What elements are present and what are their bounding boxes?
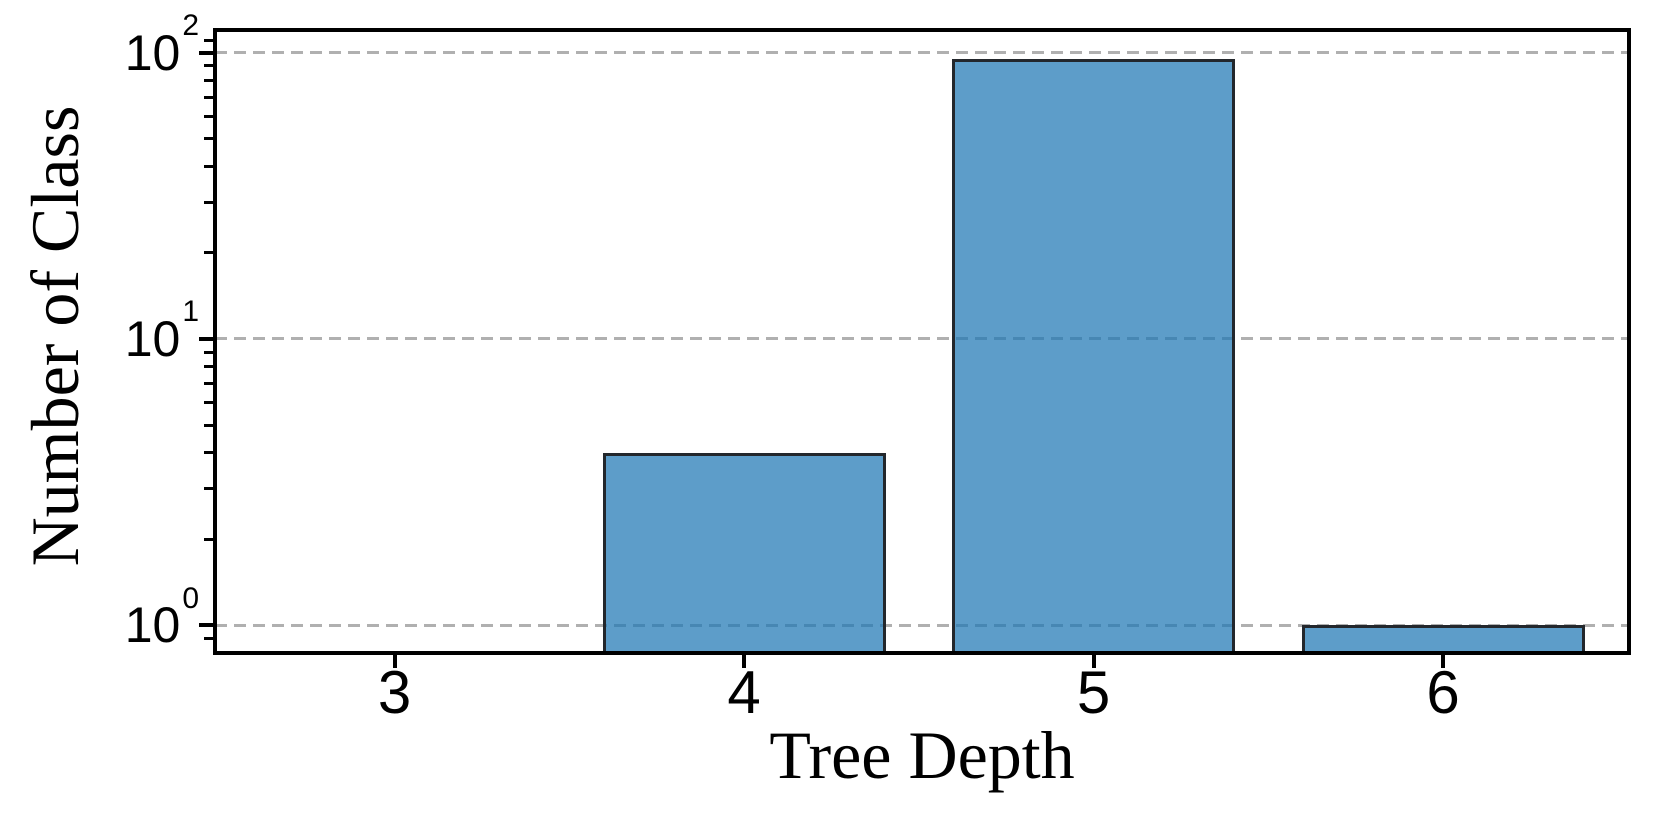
- x-major-tick: [1441, 655, 1445, 668]
- y-minor-tick: [204, 487, 213, 491]
- x-tick-label: 6: [1426, 659, 1460, 726]
- x-axis-label: Tree Depth: [769, 717, 1075, 793]
- x-tick-label: 4: [727, 659, 761, 726]
- major-gridline: [215, 337, 1629, 341]
- y-major-tick: [199, 50, 213, 55]
- y-tick-label-base: 10: [124, 24, 181, 81]
- y-minor-tick: [204, 365, 213, 369]
- y-minor-tick: [204, 39, 213, 43]
- y-tick-label-exponent: 1: [182, 295, 199, 329]
- x-major-tick: [742, 655, 746, 668]
- x-major-tick: [392, 655, 397, 668]
- y-tick-label: 102: [124, 11, 199, 81]
- y-minor-tick: [204, 251, 213, 255]
- bottom-spine: [213, 651, 1631, 655]
- top-spine: [213, 28, 1631, 32]
- y-minor-tick: [204, 381, 213, 385]
- y-axis-label: Number of Class: [17, 105, 93, 567]
- y-minor-tick: [204, 537, 213, 541]
- y-minor-tick: [204, 350, 213, 354]
- y-minor-tick: [204, 636, 213, 640]
- y-tick-label: 100: [124, 583, 199, 654]
- y-minor-tick: [204, 114, 213, 118]
- bar-depth-6: [1301, 625, 1585, 653]
- y-minor-tick: [204, 423, 213, 427]
- bar-depth-4: [602, 452, 886, 653]
- y-minor-tick: [204, 78, 213, 82]
- y-minor-tick: [204, 200, 213, 204]
- y-minor-tick: [204, 165, 213, 169]
- x-tick-label: 5: [1076, 659, 1111, 726]
- y-tick-label-base: 10: [124, 310, 181, 367]
- y-major-tick: [199, 623, 213, 628]
- y-minor-tick: [204, 400, 213, 404]
- y-minor-tick: [204, 64, 213, 68]
- major-gridline: [215, 623, 1629, 627]
- x-tick-label: 3: [377, 659, 412, 726]
- y-tick-label-exponent: 0: [182, 581, 199, 615]
- left-spine: [213, 28, 217, 655]
- y-major-tick: [199, 336, 213, 341]
- major-gridline: [215, 51, 1629, 55]
- y-tick-label-base: 10: [124, 597, 181, 654]
- y-minor-tick: [204, 451, 213, 455]
- y-minor-tick: [204, 137, 213, 141]
- y-minor-tick: [204, 95, 213, 99]
- y-tick-label: 101: [124, 297, 199, 367]
- x-major-tick: [1091, 655, 1096, 668]
- right-spine: [1627, 28, 1631, 655]
- y-tick-label-exponent: 2: [182, 9, 199, 42]
- bar-depth-5: [952, 59, 1235, 653]
